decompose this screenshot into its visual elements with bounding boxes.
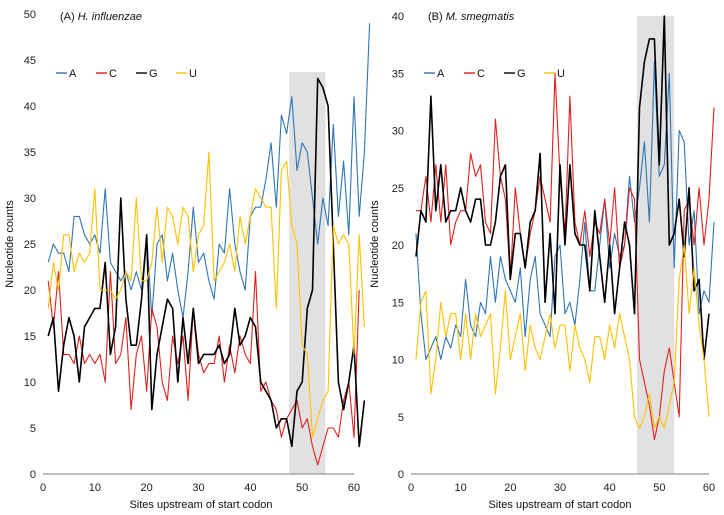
panel-b-xtick-label: 10	[455, 482, 467, 494]
panel-b-ytick-label: 35	[392, 68, 404, 80]
panel-a-xtick-label: 60	[348, 482, 360, 494]
panel-b-xticks: 0 10 20 30 40 50 60	[408, 482, 715, 494]
panel-b-series-A-line	[415, 61, 715, 361]
panel-b-legend-label-G: G	[517, 68, 526, 80]
panel-a-ytick-label: 35	[24, 147, 36, 159]
panel-a-xticks: 0 10 20 30 40 50 60	[40, 482, 360, 494]
panel-a-series-A-line	[47, 23, 371, 319]
panel-b-xtick-label: 0	[408, 482, 414, 494]
panel-a-xlabel: Sites upstream of start codon	[129, 499, 272, 511]
panel-a-xtick-label: 30	[192, 482, 204, 494]
panel-a-ytick-label: 20	[24, 285, 36, 297]
panel-a-yticks: 0 5 10 15 20 25 30 35 40 45 50	[24, 9, 36, 481]
panel-a-xtick-label: 50	[296, 482, 308, 494]
panel-a-title: (A) H. influenzae	[60, 11, 142, 23]
panel-a-legend-label-C: C	[109, 68, 117, 80]
panel-b-ylabel: Nucleotide counts	[369, 200, 381, 288]
panel-b-xlabel: Sites upstream of start codon	[488, 499, 631, 511]
panel-b-ytick-label: 40	[392, 11, 404, 23]
panel-a-ytick-label: 0	[30, 469, 36, 481]
panel-b-xtick-label: 20	[504, 482, 516, 494]
panel-b-xtick-label: 50	[653, 482, 665, 494]
panel-a-ytick-label: 45	[24, 55, 36, 67]
panel-a-ytick-label: 15	[24, 331, 36, 343]
panel-b-ytick-label: 30	[392, 126, 404, 138]
panel-b-ytick-label: 25	[392, 183, 404, 195]
panel-a-ytick-label: 30	[24, 193, 36, 205]
panel-b-yticks: 0 5 10 15 20 25 30 35 40	[392, 11, 404, 481]
panel-a-xtick-label: 0	[40, 482, 46, 494]
panel-a-xtick-label: 10	[89, 482, 101, 494]
panel-a-xtick-label: 20	[141, 482, 153, 494]
panel-a-xtick-label: 40	[244, 482, 256, 494]
panel-b-legend-label-U: U	[557, 68, 565, 80]
panel-b-ytick-label: 5	[398, 412, 404, 424]
panel-b-series-G-line	[415, 15, 710, 361]
panel-b-series-U-line	[415, 244, 710, 429]
panel-a-ytick-label: 10	[24, 377, 36, 389]
panel-b-ytick-label: 0	[398, 469, 404, 481]
panel-a-legend-label-G: G	[149, 68, 158, 80]
panel-b-xtick-label: 30	[554, 482, 566, 494]
panel-b-xtick-label: 60	[703, 482, 715, 494]
panel-a-series	[47, 23, 371, 466]
panel-b-legend-label-A: A	[437, 68, 445, 80]
panel-a-ytick-label: 25	[24, 239, 36, 251]
panel-a-legend-label-U: U	[189, 68, 197, 80]
panel-b-series	[415, 15, 715, 441]
panel-a-series-G-line	[47, 77, 366, 448]
panel-a-ytick-label: 50	[24, 9, 36, 21]
panel-b-ytick-label: 20	[392, 240, 404, 252]
panel-a-series-C-line	[47, 271, 360, 466]
panel-b-ytick-label: 10	[392, 355, 404, 367]
panel-a-legend-label-A: A	[69, 68, 77, 80]
panel-b-ytick-label: 15	[392, 297, 404, 309]
panel-a-ytick-label: 40	[24, 101, 36, 113]
panel-b-legend-label-C: C	[477, 68, 485, 80]
panel-b: 0 5 10 15 20 25 30 35 40 0 10 20 30 40 50 60 (B) M. sm…	[369, 11, 715, 511]
panel-a-series-U-line	[47, 151, 365, 438]
panel-b-xtick-label: 40	[604, 482, 616, 494]
panel-b-title: (B) M. smegmatis	[428, 11, 515, 23]
panel-a-ytick-label: 5	[30, 423, 36, 435]
panel-a-ylabel: Nucleotide counts	[4, 200, 16, 288]
panel-a: 0 5 10 15 20 25 30 35 40 45 50 0 10 20 30 40 50 60 (A) H…	[4, 9, 371, 511]
